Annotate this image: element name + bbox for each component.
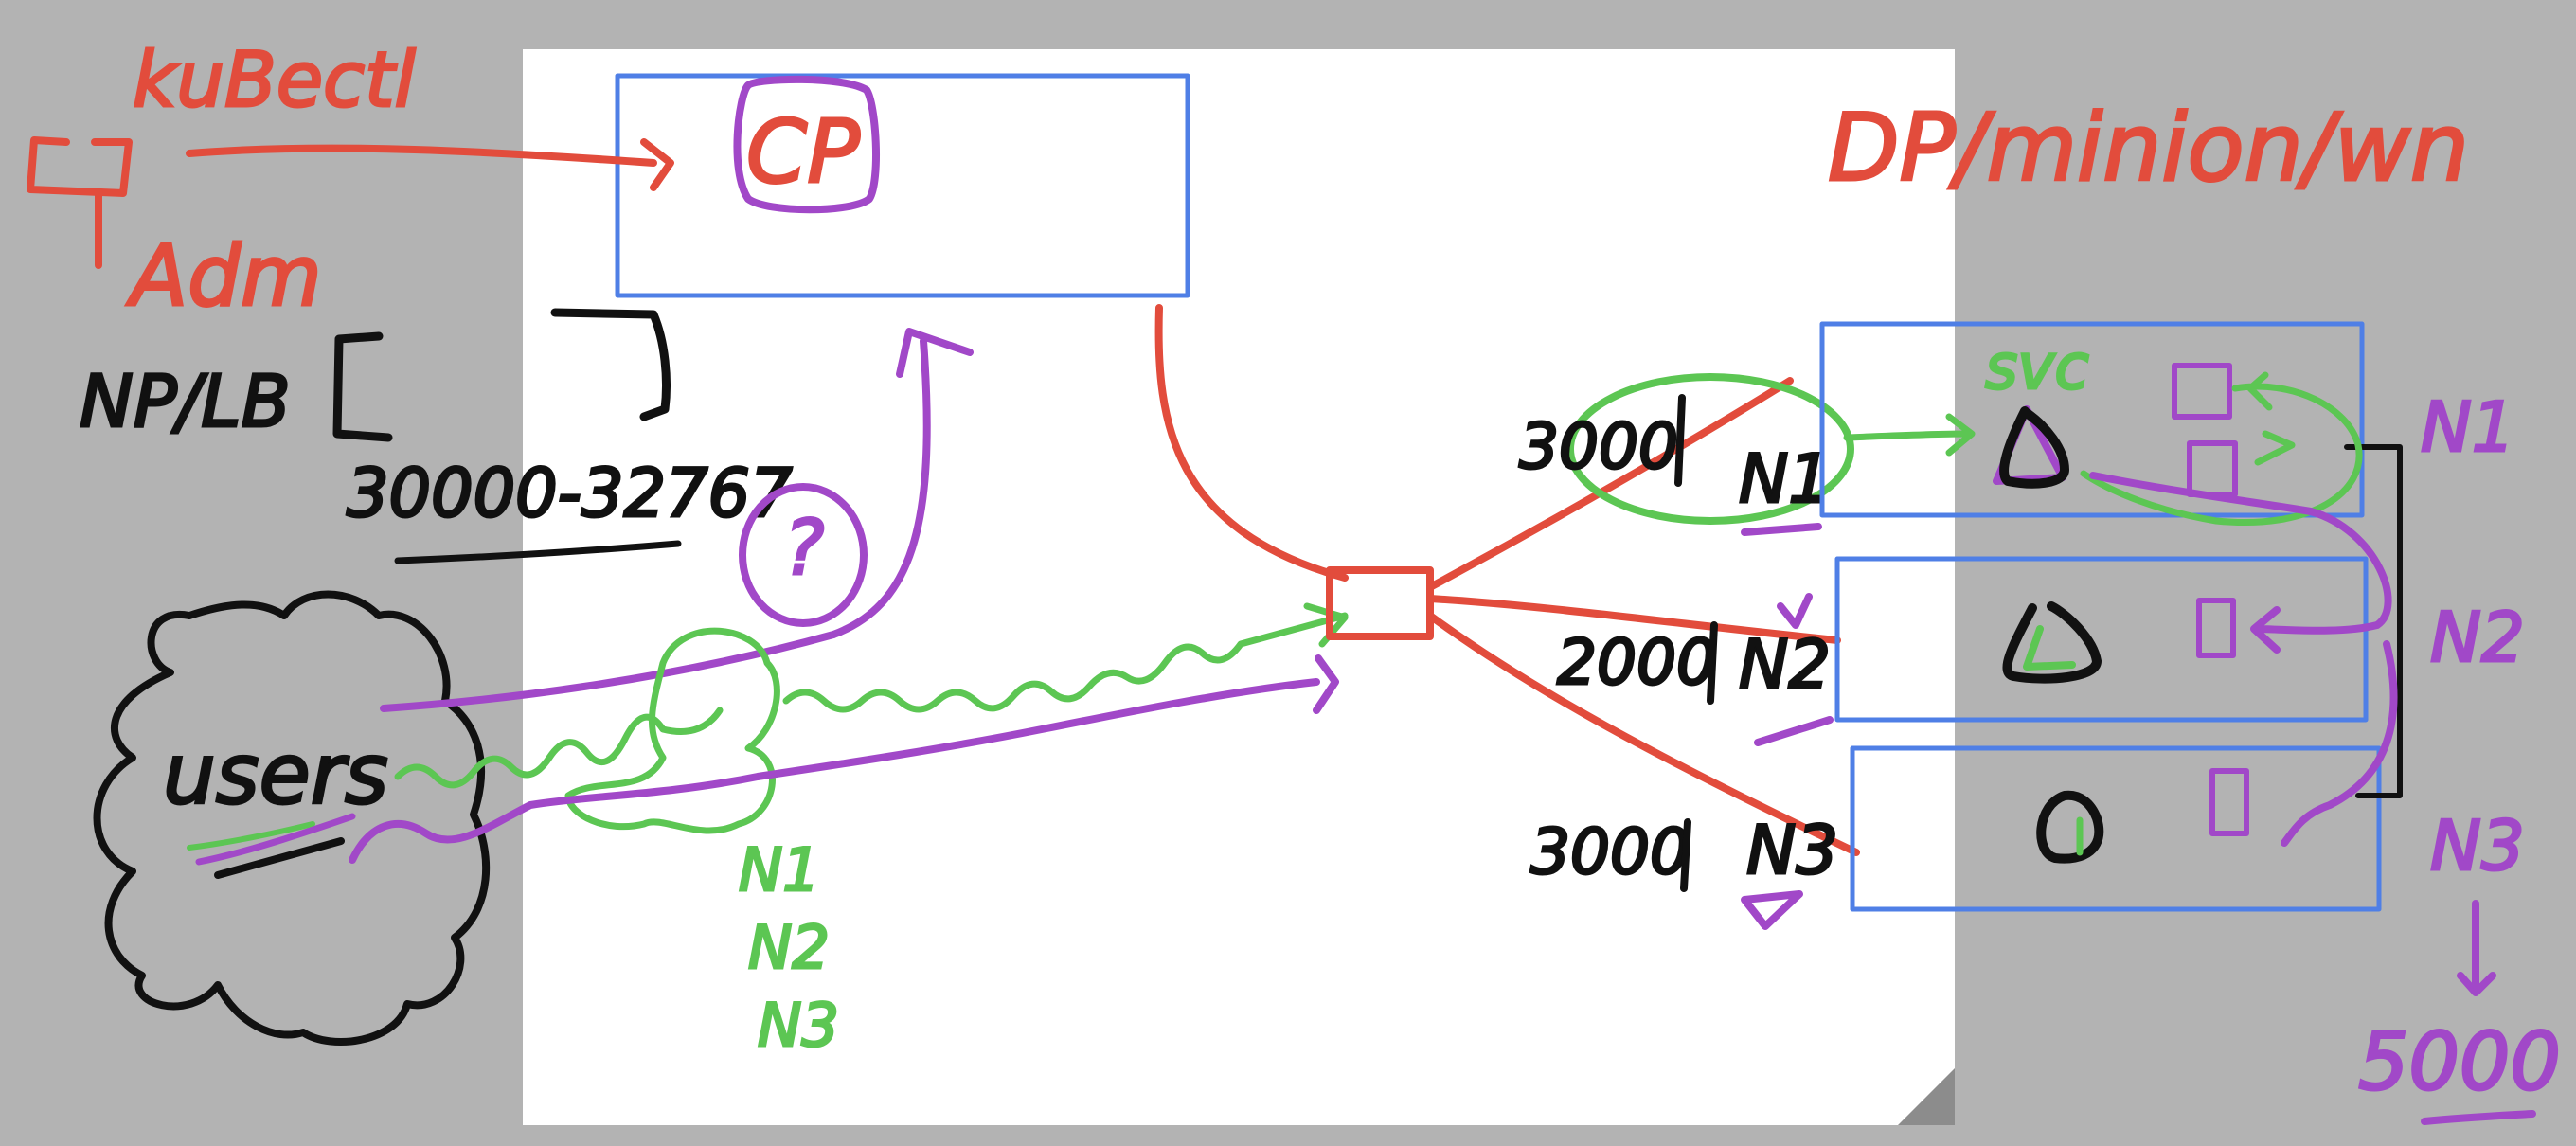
cp-to-lb-line [1154, 304, 1349, 582]
pod-n1-a [2172, 363, 2232, 420]
kubectl-label: kuBectl [133, 36, 416, 124]
np-lb-bracket-right [550, 308, 671, 421]
nodes-bracket [2344, 444, 2403, 798]
users-cloud [93, 590, 491, 1046]
question-to-cp-arrow [830, 328, 974, 638]
node-n2-box [1834, 556, 2369, 723]
target-port-label: 5000 [2358, 1015, 2561, 1108]
n3-port: 3000 [1530, 815, 1690, 888]
n2-port-divider [1707, 621, 1718, 705]
green-node-n2: N2 [748, 913, 830, 982]
lb-to-n2-line [1426, 595, 1841, 644]
port-range-underline [394, 540, 682, 564]
right-node-n2: N2 [2430, 598, 2525, 677]
page-curl-corner [1898, 1068, 1955, 1125]
monitor-icon [27, 136, 133, 269]
n1-port-divider [1674, 394, 1686, 487]
right-node-n1: N1 [2421, 387, 2515, 467]
whiteboard-sheet [523, 49, 1955, 1125]
green-tangle [564, 627, 780, 834]
pod-n1-b [2187, 440, 2238, 497]
users-purple-tick [195, 813, 356, 866]
n1-port-circle [1566, 373, 1854, 525]
admin-label: Adm [126, 227, 322, 325]
service-triangle-n1 [1999, 406, 2069, 489]
node-n3-box [1850, 745, 2382, 912]
users-green-tick [187, 821, 315, 851]
load-balancer-box [1326, 566, 1434, 640]
node-title: DP/minion/wn [1828, 95, 2469, 203]
service-triangle-n3 [2036, 790, 2104, 864]
n1-port-node: N1 [1739, 440, 1831, 518]
control-plane-box [615, 73, 1190, 298]
question-circle [739, 483, 868, 627]
svc-to-pods-arrows [2080, 371, 2363, 526]
green-node-n3: N3 [758, 991, 839, 1060]
kubectl-to-cp-arrow [186, 138, 674, 191]
n2-purple-tick [1754, 593, 1834, 746]
svc-label: svc [1985, 331, 2089, 403]
cp-label: CP [746, 101, 860, 203]
pod-n3 [2209, 768, 2249, 836]
n3-purple-tick [1741, 890, 1803, 930]
port-range-label: 30000-32767 [347, 455, 793, 532]
cp-circle [733, 75, 881, 214]
target-port-underline [2421, 1110, 2536, 1125]
n2-port-node: N2 [1739, 626, 1831, 704]
n3-port-divider [1680, 818, 1691, 892]
users-label: users [163, 725, 388, 823]
users-to-lb-purple-path [349, 654, 1339, 864]
green-node-n1: N1 [739, 835, 820, 904]
lb-to-n3-line [1426, 612, 1860, 856]
service-triangle-n2-fill [2023, 625, 2076, 671]
lb-to-n1-line [1426, 377, 1794, 591]
n3-port-node: N3 [1746, 812, 1838, 889]
n2-port: 2000 [1557, 626, 1716, 699]
svc-to-pods-purple-flow [2089, 472, 2398, 847]
np-lb-label: NP/LB [80, 359, 291, 443]
n1-purple-underline [1741, 523, 1822, 536]
service-triangle-n2 [2002, 601, 2102, 684]
right-node-n3: N3 [2430, 806, 2525, 886]
n1-port-to-svc-arrow [1843, 413, 1976, 457]
n3-to-port-arrow [2457, 900, 2496, 996]
np-lb-bracket-left [332, 331, 393, 442]
users-underline [214, 837, 345, 879]
node-n1-box [1819, 321, 2365, 518]
question-mark: ? [784, 504, 824, 592]
n1-port: 3000 [1519, 410, 1678, 483]
pod-n2 [2196, 598, 2236, 658]
